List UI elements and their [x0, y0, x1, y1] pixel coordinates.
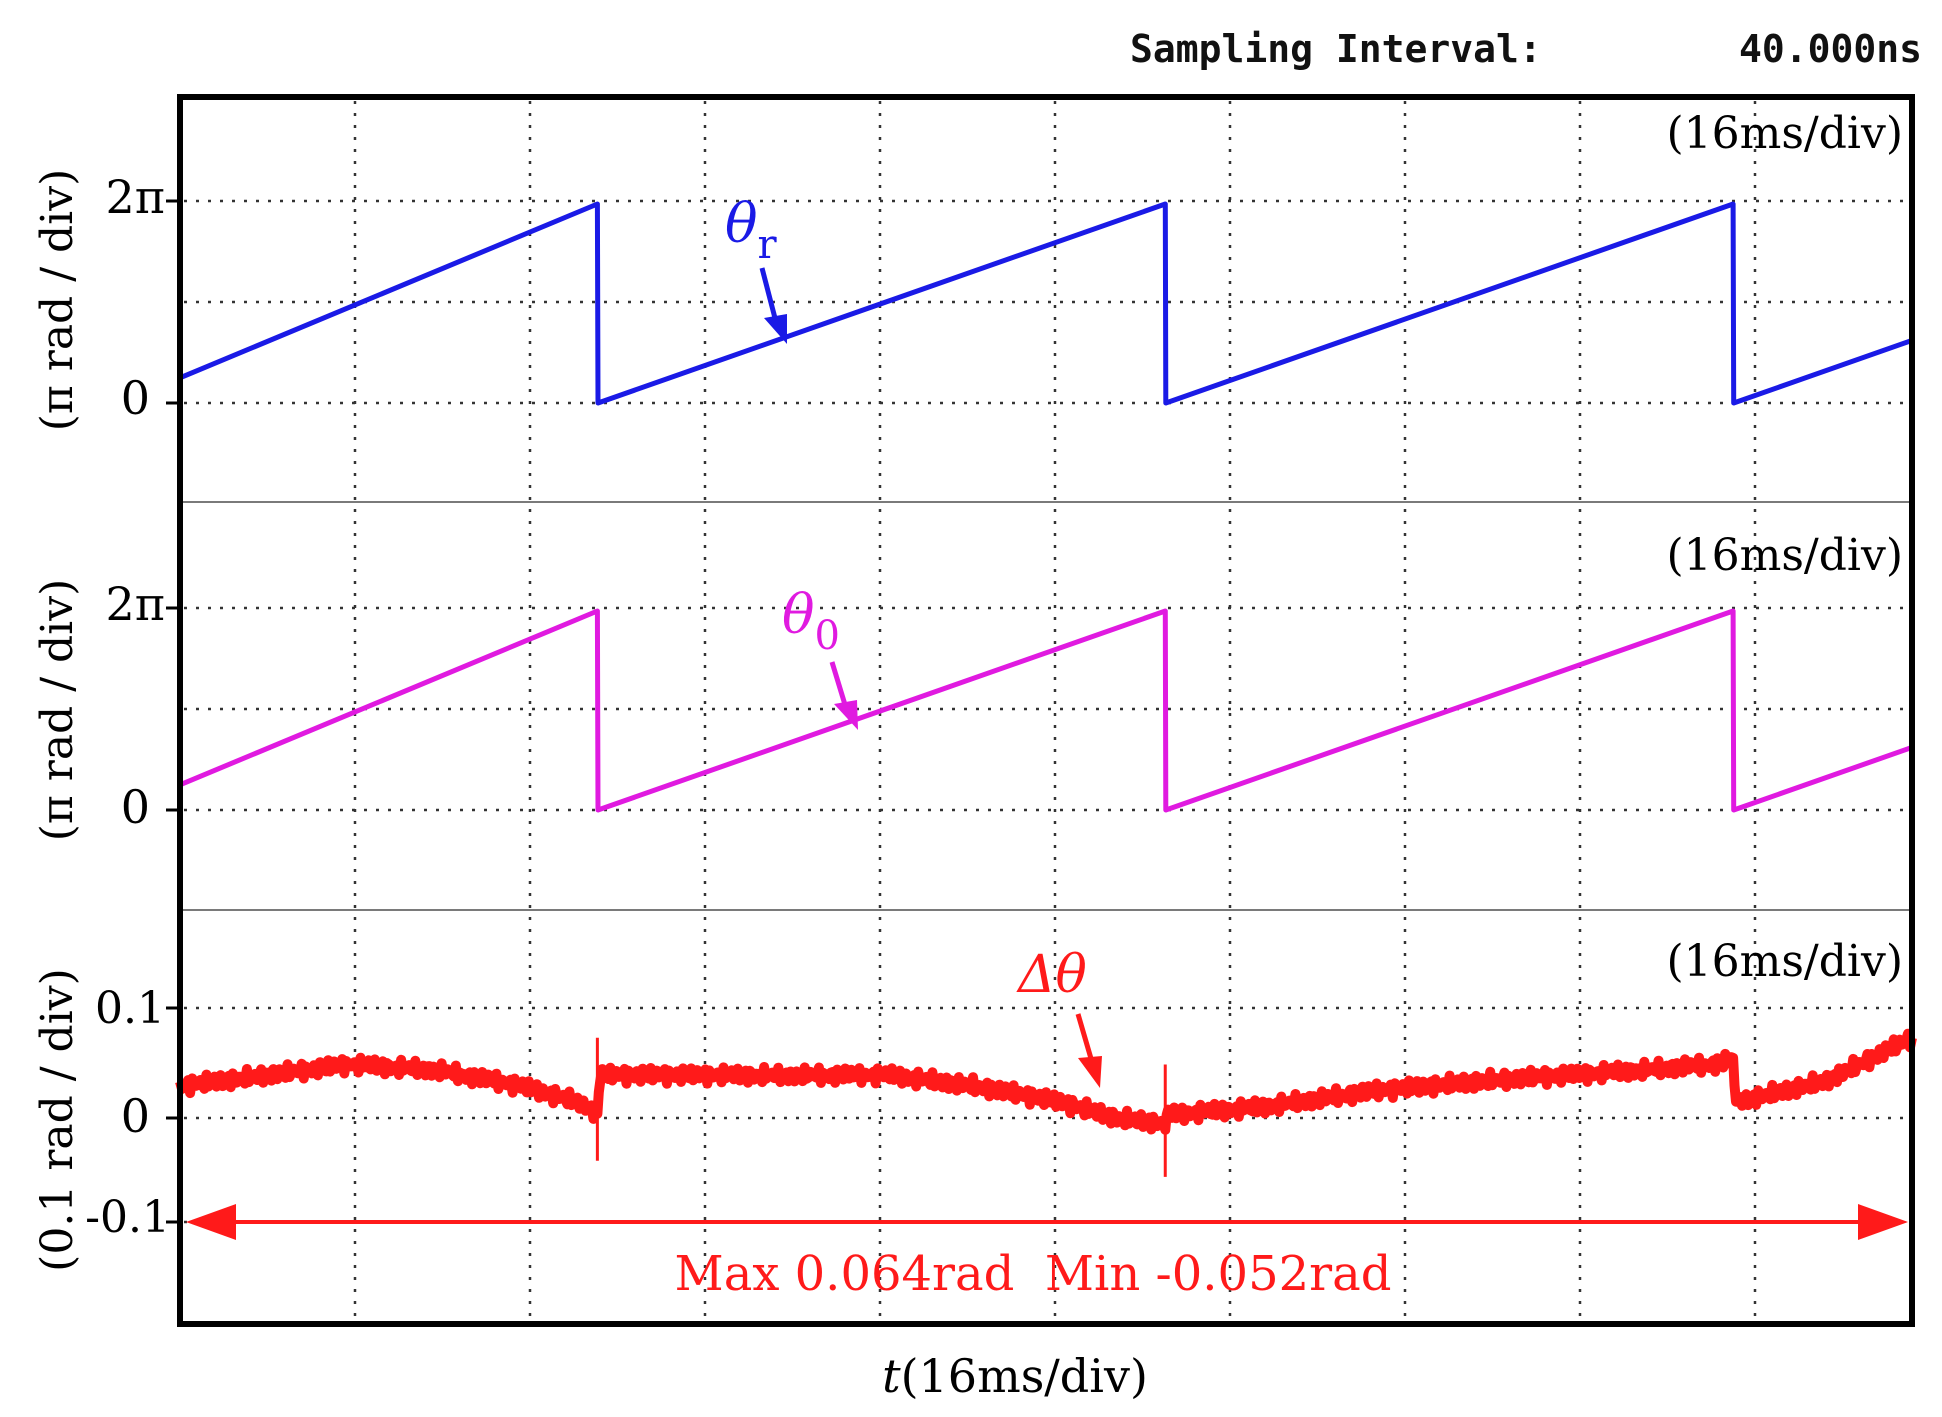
top-time-scale: (16ms/div)	[1666, 108, 1903, 159]
theta-r-base: θ	[725, 192, 758, 255]
top-ytick-0: 0	[121, 371, 150, 425]
x-axis-label-rest: (16ms/div)	[901, 1349, 1148, 1403]
delta-theta-label: Δθ	[1016, 945, 1087, 1005]
x-axis-label: t(16ms/div)	[882, 1349, 1148, 1403]
series-delta-theta-line	[175, 1028, 1917, 1135]
middle-ytick-0: 0	[121, 780, 150, 834]
delta-theta-arrow	[1075, 1013, 1102, 1088]
top-ytick-2pi: 2π	[106, 170, 166, 224]
max-min-text: Max 0.064rad Min -0.052rad	[675, 1246, 1392, 1302]
bottom-ytick-0: 0	[121, 1089, 150, 1143]
bottom-ytick-neg0.1: -0.1	[85, 1192, 170, 1243]
range-arrow	[186, 1204, 1908, 1240]
bottom-ytick-0.1: 0.1	[95, 983, 165, 1034]
theta-0-sub: 0	[815, 613, 840, 659]
middle-ytick-2pi: 2π	[106, 577, 166, 631]
theta-r-arrow	[759, 267, 787, 344]
sampling-interval-label: Sampling Interval:	[1130, 27, 1542, 71]
theta-0-arrow	[829, 661, 858, 730]
plot-frame	[177, 94, 1915, 1327]
grid	[166, 101, 1908, 1320]
x-axis-label-italic: t	[882, 1349, 901, 1403]
theta-r-sub: r	[758, 222, 778, 268]
series-theta-r-line	[179, 201, 1913, 406]
theta-r-label: θr	[725, 192, 778, 268]
series-theta-0-line	[179, 608, 1913, 813]
middle-time-scale: (16ms/div)	[1666, 530, 1903, 581]
sampling-interval-value: 40.000ns	[1739, 27, 1922, 71]
bottom-y-axis-label: (0.1 rad / div)	[32, 968, 83, 1272]
theta-0-label: θ0	[782, 583, 840, 659]
traces	[175, 201, 1917, 1177]
middle-y-axis-label: (π rad / div)	[32, 579, 83, 842]
theta-0-base: θ	[782, 583, 815, 646]
bottom-time-scale: (16ms/div)	[1666, 936, 1903, 987]
top-y-axis-label: (π rad / div)	[32, 169, 83, 432]
